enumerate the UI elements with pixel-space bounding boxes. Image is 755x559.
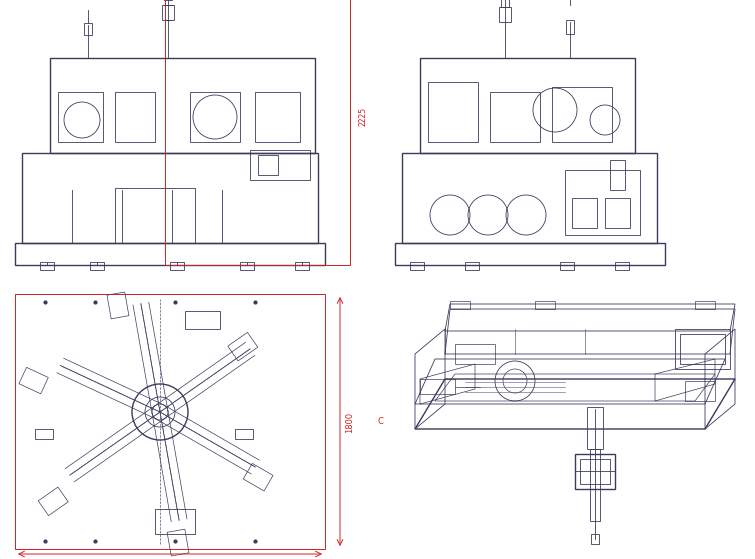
Text: 1800: 1800	[345, 411, 354, 433]
Bar	[235, 429, 253, 439]
Bar	[610, 160, 625, 190]
Bar	[535, 301, 555, 309]
Bar	[243, 463, 273, 491]
Bar	[58, 92, 103, 142]
Bar	[39, 487, 68, 515]
Bar	[615, 262, 629, 270]
Text: C: C	[377, 418, 383, 427]
Bar	[560, 262, 574, 270]
Bar	[565, 170, 640, 235]
Bar	[165, 0, 350, 265]
Bar	[410, 262, 424, 270]
Bar	[680, 334, 725, 364]
Bar	[35, 429, 53, 439]
Bar	[575, 454, 615, 489]
Bar	[572, 198, 597, 228]
Bar	[162, 5, 174, 20]
Bar	[115, 92, 155, 142]
Bar	[40, 262, 54, 270]
Bar	[258, 155, 278, 175]
Bar	[15, 243, 325, 265]
Bar	[50, 58, 315, 153]
Bar	[255, 92, 300, 142]
Bar	[395, 243, 665, 265]
Bar	[455, 344, 495, 364]
Bar	[402, 153, 657, 243]
Bar	[465, 262, 479, 270]
Bar	[490, 92, 540, 142]
Bar	[19, 367, 48, 394]
Bar	[695, 301, 715, 309]
Bar	[170, 262, 184, 270]
Bar	[587, 407, 603, 449]
Bar	[420, 379, 455, 394]
Bar	[107, 292, 129, 319]
Text: 2225: 2225	[358, 106, 367, 126]
Bar	[22, 153, 318, 243]
Bar	[685, 381, 715, 401]
Bar	[228, 333, 257, 361]
Bar	[450, 301, 470, 309]
Bar	[605, 198, 630, 228]
Bar	[155, 509, 195, 534]
Bar	[295, 262, 309, 270]
Bar	[591, 534, 599, 544]
Bar	[566, 20, 574, 34]
Bar	[552, 87, 612, 142]
Bar	[675, 329, 730, 369]
Bar	[115, 188, 195, 243]
Bar	[250, 150, 310, 180]
Bar	[590, 449, 600, 521]
Bar	[240, 262, 254, 270]
Bar	[580, 459, 610, 484]
Bar	[15, 294, 325, 549]
Bar	[84, 23, 92, 35]
Bar	[167, 529, 189, 556]
Bar	[501, 0, 509, 7]
Bar	[420, 58, 635, 153]
Bar	[190, 92, 240, 142]
Bar	[90, 262, 104, 270]
Bar	[499, 7, 511, 22]
Bar	[428, 82, 478, 142]
Bar	[185, 311, 220, 329]
